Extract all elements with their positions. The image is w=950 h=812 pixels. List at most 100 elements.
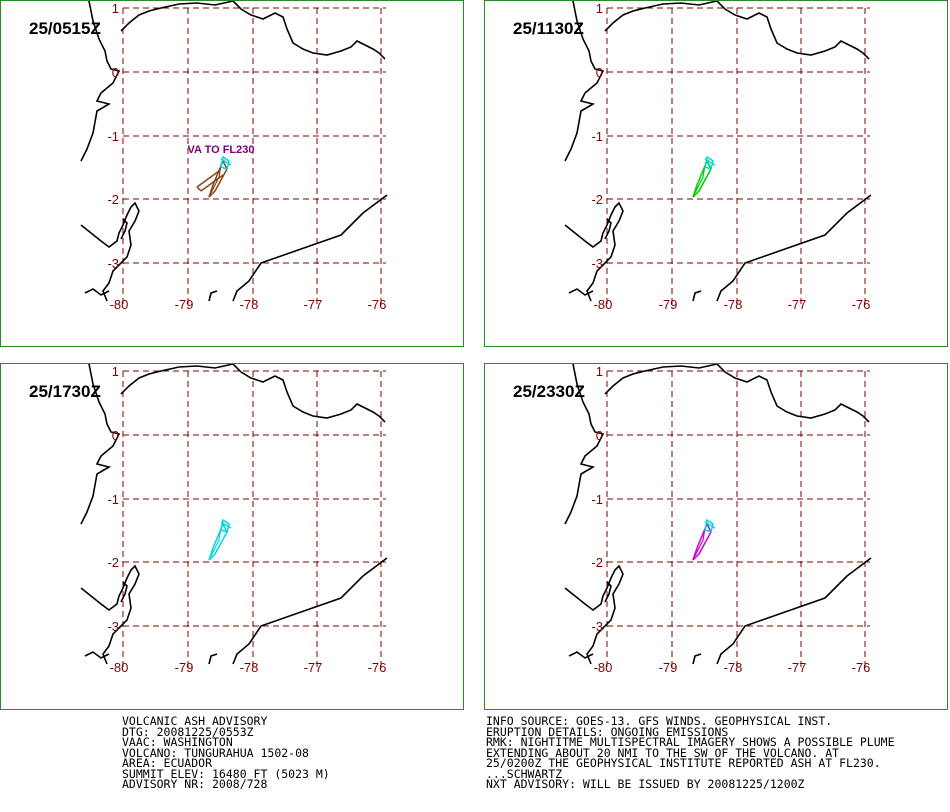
volcano-marker <box>220 155 232 170</box>
advisory-vaac: VAAC: WASHINGTON <box>122 735 233 749</box>
lon-label: -76 <box>368 297 387 312</box>
coastline <box>208 290 218 302</box>
advisory-signature: ...SCHWARTZ <box>486 766 563 781</box>
ash-plume <box>208 518 232 561</box>
lon-label: -80 <box>110 297 129 312</box>
lon-label: -77 <box>788 297 807 312</box>
coastline <box>564 564 624 665</box>
advisory-area: AREA: ECUADOR <box>122 756 213 770</box>
panel-time-label: 25/1130Z <box>513 19 584 38</box>
coastline <box>564 1 605 162</box>
lat-label: 1 <box>596 1 603 16</box>
map-svg: 1 0 -1 -2 -3 -80 -79 -78 -77 -76 <box>80 364 388 675</box>
map-panel-0525z: 1 0 -1 -2 -3 -80 -79 -78 -77 -76 VA TO FL230 25/051… <box>0 0 464 347</box>
coastline <box>80 564 140 665</box>
lat-label: -3 <box>591 619 603 634</box>
coastline <box>80 1 121 162</box>
coastline <box>716 557 872 665</box>
lat-label: -1 <box>591 129 603 144</box>
lat-label: -1 <box>107 129 119 144</box>
lat-label: -3 <box>107 256 119 271</box>
coastline <box>120 1 386 60</box>
coastline <box>80 201 140 302</box>
lon-label: -78 <box>724 297 743 312</box>
coastline <box>84 651 110 659</box>
advisory-remark-line-1: RMK: NIGHTITME MULTISPECTRAL IMAGERY SHO… <box>486 735 895 749</box>
coastline <box>120 218 128 240</box>
lat-label: -2 <box>107 192 119 207</box>
plume-inner <box>210 527 222 557</box>
map-panel-2330z: 1 0 -1 -2 -3 -80 -79 -78 -77 -76 25/2330Z <box>484 363 948 710</box>
lon-label: -80 <box>110 660 129 675</box>
lat-label: 0 <box>112 65 119 80</box>
coastline <box>568 288 594 296</box>
advisory-volcano: VOLCANO: TUNGURAHUA 1502-08 <box>122 745 309 760</box>
lat-label: -3 <box>591 256 603 271</box>
lon-label: -76 <box>852 660 871 675</box>
lat-label: 1 <box>596 364 603 379</box>
coastline <box>604 581 612 603</box>
lat-label: 0 <box>596 428 603 443</box>
advisory-remark-line-3: 25/0200Z THE GEOPHYSICAL INSTITUTE REPOR… <box>486 756 881 770</box>
ash-plume <box>692 155 716 198</box>
lat-label: 1 <box>112 1 119 16</box>
panel-time-label: 25/2330Z <box>513 382 585 401</box>
advisory-info-source: INFO SOURCE: GOES-13. GFS WINDS. GEOPHYS… <box>486 714 833 728</box>
lat-label: 0 <box>112 428 119 443</box>
ash-plume <box>196 155 232 198</box>
lon-label: -77 <box>304 660 323 675</box>
map-panel-1730z: 1 0 -1 -2 -3 -80 -79 -78 -77 -76 25/1730Z <box>0 363 464 710</box>
coastline <box>120 364 386 423</box>
coastline <box>232 557 388 665</box>
advisory-next: NXT ADVISORY: WILL BE ISSUED BY 20081225… <box>486 777 805 791</box>
lon-label: -78 <box>724 660 743 675</box>
coastline <box>84 288 110 296</box>
lon-label: -79 <box>659 660 678 675</box>
advisory-remark-line-2: EXTENDING ABOUT 20 NMI TO THE SW OF THE … <box>486 745 840 760</box>
lon-label: -80 <box>594 297 613 312</box>
coastline <box>568 651 594 659</box>
map-panel-1130z: 1 0 -1 -2 -3 -80 -79 -78 -77 -76 25/1130Z <box>484 0 948 347</box>
lon-label: -78 <box>240 660 259 675</box>
lon-label: -79 <box>659 297 678 312</box>
plume-inner <box>694 164 706 194</box>
map-svg: 1 0 -1 -2 -3 -80 -79 -78 -77 -76 <box>564 1 872 312</box>
lon-label: -80 <box>594 660 613 675</box>
coastline <box>564 364 605 525</box>
lat-label: -1 <box>591 492 603 507</box>
panel-time-label: 25/1730Z <box>29 382 101 401</box>
advisory-number: ADVISORY NR: 2008/728 <box>122 777 268 791</box>
plume-outline <box>692 523 712 561</box>
panel-time-label: 25/0515Z <box>29 19 101 38</box>
lon-label: -76 <box>368 660 387 675</box>
lon-label: -78 <box>240 297 259 312</box>
coastline <box>564 201 624 302</box>
map-svg: 1 0 -1 -2 -3 -80 -79 -78 -77 -76 <box>564 364 872 675</box>
lon-label: -76 <box>852 297 871 312</box>
volcano-marker <box>220 518 232 533</box>
map-svg: 1 0 -1 -2 -3 -80 -79 -78 -77 -76 VA TO FL230 <box>80 1 388 312</box>
coastline <box>232 194 388 302</box>
lat-label: -2 <box>591 192 603 207</box>
plume-outline <box>692 160 712 198</box>
lon-label: -79 <box>175 660 194 675</box>
plume-inner <box>694 527 706 557</box>
plume-earlier <box>196 170 224 192</box>
volcano-marker <box>704 518 716 533</box>
coastline <box>692 653 702 665</box>
advisory-details-block: INFO SOURCE: GOES-13. GFS WINDS. GEOPHYS… <box>486 716 895 790</box>
lat-label: -1 <box>107 492 119 507</box>
lat-label: -2 <box>591 555 603 570</box>
lat-label: -2 <box>107 555 119 570</box>
volcano-marker <box>704 155 716 170</box>
advisory-summit-elev: SUMMIT ELEV: 16480 FT (5023 M) <box>122 766 330 781</box>
coastline <box>692 290 702 302</box>
lat-label: 1 <box>112 364 119 379</box>
coastline <box>604 1 870 60</box>
coastline <box>716 194 872 302</box>
coastline <box>120 581 128 603</box>
advisory-title: VOLCANIC ASH ADVISORY <box>122 714 268 728</box>
lat-label: 0 <box>596 65 603 80</box>
plume-annotation: VA TO FL230 <box>187 144 254 156</box>
advisory-header-block: VOLCANIC ASH ADVISORY DTG: 20081225/0553… <box>122 716 330 790</box>
